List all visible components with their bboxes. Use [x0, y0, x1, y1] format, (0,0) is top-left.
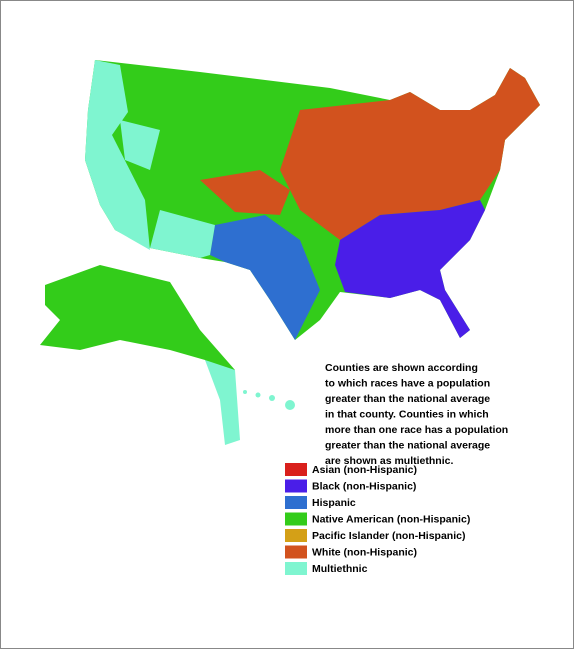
island: [285, 400, 295, 410]
legend-swatch: [285, 463, 307, 476]
description-line: greater than the national average: [325, 439, 490, 451]
northwest-multiethnic: [120, 120, 160, 170]
west-coast-region: [85, 60, 150, 250]
southeast-region: [335, 200, 485, 338]
description-line: to which races have a population: [325, 377, 490, 389]
description-line: are shown as multiethnic.: [325, 455, 453, 467]
island: [269, 395, 275, 401]
island: [255, 392, 261, 398]
legend-swatch: [285, 545, 307, 559]
legend-label: Native American (non-Hispanic): [312, 513, 470, 525]
legend: Asian (non-Hispanic) Black (non-Hispanic)…: [285, 463, 470, 575]
legend-label: Multiethnic: [312, 563, 368, 575]
island: [243, 390, 247, 394]
description-line: Counties are shown according: [325, 362, 478, 374]
legend-label: Pacific Islander (non-Hispanic): [312, 530, 465, 542]
legend-label: Asian (non-Hispanic): [312, 464, 417, 476]
legend-swatch: [285, 512, 307, 526]
hawaii: [243, 390, 295, 410]
southwest-region: [210, 215, 320, 340]
legend-swatch: [285, 496, 307, 509]
alaska-panhandle: [205, 360, 240, 445]
description-line: more than one race has a population: [325, 424, 508, 436]
description-line: in that county. Counties in which: [325, 408, 489, 420]
east-region: [280, 68, 540, 240]
legend-label: Black (non-Hispanic): [312, 480, 416, 492]
southwest-multiethnic: [150, 210, 215, 258]
us-map: [85, 60, 540, 340]
legend-swatch: [285, 479, 307, 493]
legend-swatch: [285, 562, 307, 575]
description: Counties are shown according to which rac…: [325, 362, 508, 467]
alaska-mainland: [40, 265, 235, 395]
description-line: greater than the national average: [325, 393, 490, 405]
alaska: [40, 265, 240, 445]
plains-region: [200, 170, 290, 215]
legend-swatch: [285, 529, 307, 542]
legend-label: Hispanic: [312, 497, 356, 509]
legend-label: White (non-Hispanic): [312, 546, 417, 558]
